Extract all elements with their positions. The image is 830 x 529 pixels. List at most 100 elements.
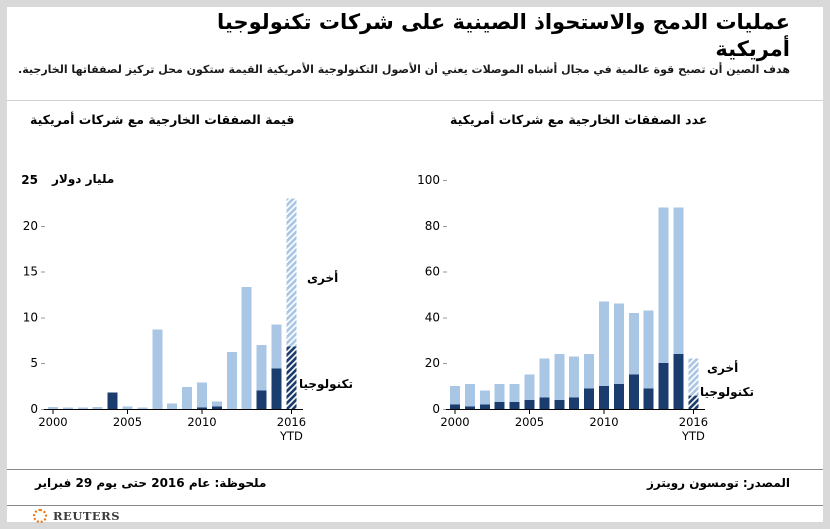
tech-bar-segment [658, 363, 669, 409]
other-bar-segment [673, 207, 684, 355]
y-tick-label: 10 [23, 310, 38, 324]
other-bar-segment [599, 301, 609, 387]
reuters-brand: REUTERS [33, 509, 120, 523]
other-bar-segment [167, 403, 178, 409]
count-chart-title: عدد الصفقات الخارجية مع شركات أمريكية [450, 112, 708, 127]
tech-bar-segment [599, 386, 609, 409]
tech-bar-segment [256, 390, 267, 409]
x-tick-sublabel: YTD [681, 429, 705, 443]
other-bar-segment [271, 324, 282, 369]
other-bar-segment [464, 383, 475, 407]
other-bar-segment [152, 329, 163, 409]
tech-bar-segment [584, 388, 595, 409]
tech-bar-segment [479, 404, 490, 409]
y-tick-label: 15 [23, 265, 38, 279]
page-title: عمليات الدمج والاستحواذ الصينية على شركا… [217, 9, 790, 63]
y-tick-label: 20 [23, 219, 38, 233]
other-bar-segment [92, 407, 103, 409]
other-bar-segment [658, 207, 669, 364]
tech-bar-segment [197, 407, 207, 409]
tech-bar-segment [628, 374, 639, 409]
other-bar-segment [137, 407, 148, 409]
other-bar-segment [554, 354, 565, 400]
header-divider [7, 100, 823, 101]
bar-series [450, 207, 699, 409]
other-bar-segment [197, 382, 207, 408]
content-area [7, 7, 823, 522]
other-bar-segment [450, 386, 460, 405]
tech-bar-segment [464, 406, 475, 409]
x-tick-label: 2010 [187, 415, 216, 429]
tech-bar-segment [643, 388, 654, 409]
reuters-wordmark: REUTERS [53, 509, 121, 523]
tech-bar-segment [539, 397, 550, 409]
x-tick-label: 2005 [515, 415, 544, 429]
other-bar-segment [613, 303, 624, 384]
tech-bar-segment [509, 402, 520, 409]
tech-bar-segment [688, 395, 699, 409]
x-tick-label: 2000 [38, 415, 67, 429]
x-tick-label: 2016 [679, 415, 708, 429]
tech-bar-segment [569, 397, 580, 409]
other-bar-segment [688, 358, 699, 396]
legend-other-right: أخرى [707, 361, 739, 375]
other-bar-segment [494, 383, 505, 403]
y-axis-max-label: 25 [21, 173, 38, 187]
x-tick-label: 2016 [277, 415, 306, 429]
other-bar-segment [643, 310, 654, 389]
other-bar-segment [182, 387, 193, 409]
other-bar-segment [48, 407, 58, 409]
y-tick-label: 0 [432, 402, 440, 416]
value-axis-unit-label: مليار دولار [52, 172, 115, 186]
tech-bar-segment [286, 346, 297, 409]
x-tick-sublabel: YTD [279, 429, 303, 443]
x-tick-label: 2010 [589, 415, 618, 429]
footer-divider [7, 469, 823, 470]
other-bar-segment [524, 374, 535, 400]
y-tick-label: 5 [30, 356, 38, 370]
other-bar-segment [122, 406, 133, 409]
other-bar-segment [77, 407, 88, 409]
x-tick-label: 2005 [113, 415, 142, 429]
other-bar-segment [211, 401, 222, 407]
other-bar-segment [226, 352, 237, 409]
other-bar-segment [584, 354, 595, 389]
y-tick-label: 60 [425, 265, 440, 279]
y-tick-label: 0 [30, 402, 38, 416]
other-bar-segment [479, 390, 490, 405]
subtitle: هدف الصين أن تصبح قوة عالمية في مجال أشب… [18, 63, 790, 76]
other-bar-segment [569, 356, 580, 398]
x-tick-label: 2000 [440, 415, 469, 429]
legend-technology-right: تكنولوجيا [700, 385, 754, 399]
tech-bar-segment [494, 402, 505, 409]
y-tick-label: 100 [417, 173, 440, 187]
other-bar-segment [62, 407, 73, 409]
tech-bar-segment [271, 368, 282, 409]
title-line-1: عمليات الدمج والاستحواذ الصينية على شركا… [217, 10, 790, 34]
brand-divider [7, 505, 823, 506]
other-bar-segment [286, 198, 297, 347]
legend-other-left: أخرى [307, 271, 339, 285]
other-bar-segment [509, 383, 520, 403]
other-bar-segment [241, 287, 252, 409]
bar-series [48, 198, 297, 409]
tech-bar-segment [211, 406, 222, 409]
value-chart-title: قيمة الصفقات الخارجية مع شركات أمريكية [30, 112, 295, 127]
tech-bar-segment [107, 392, 118, 409]
tech-bar-segment [673, 354, 684, 409]
footnote: ملحوظة: عام 2016 حتى يوم 29 فبراير [35, 476, 267, 490]
tech-bar-segment [450, 404, 460, 409]
other-bar-segment [256, 344, 267, 391]
y-tick-label: 80 [425, 219, 440, 233]
legend-technology-left: تكنولوجيا [299, 377, 353, 391]
title-line-2: أمريكية [715, 37, 790, 61]
y-tick-label: 40 [425, 310, 440, 324]
tech-bar-segment [524, 399, 535, 409]
source-credit: المصدر: تومسون رويترز [646, 476, 790, 490]
other-bar-segment [628, 312, 639, 375]
reuters-logo-icon [33, 509, 47, 523]
tech-bar-segment [613, 383, 624, 409]
